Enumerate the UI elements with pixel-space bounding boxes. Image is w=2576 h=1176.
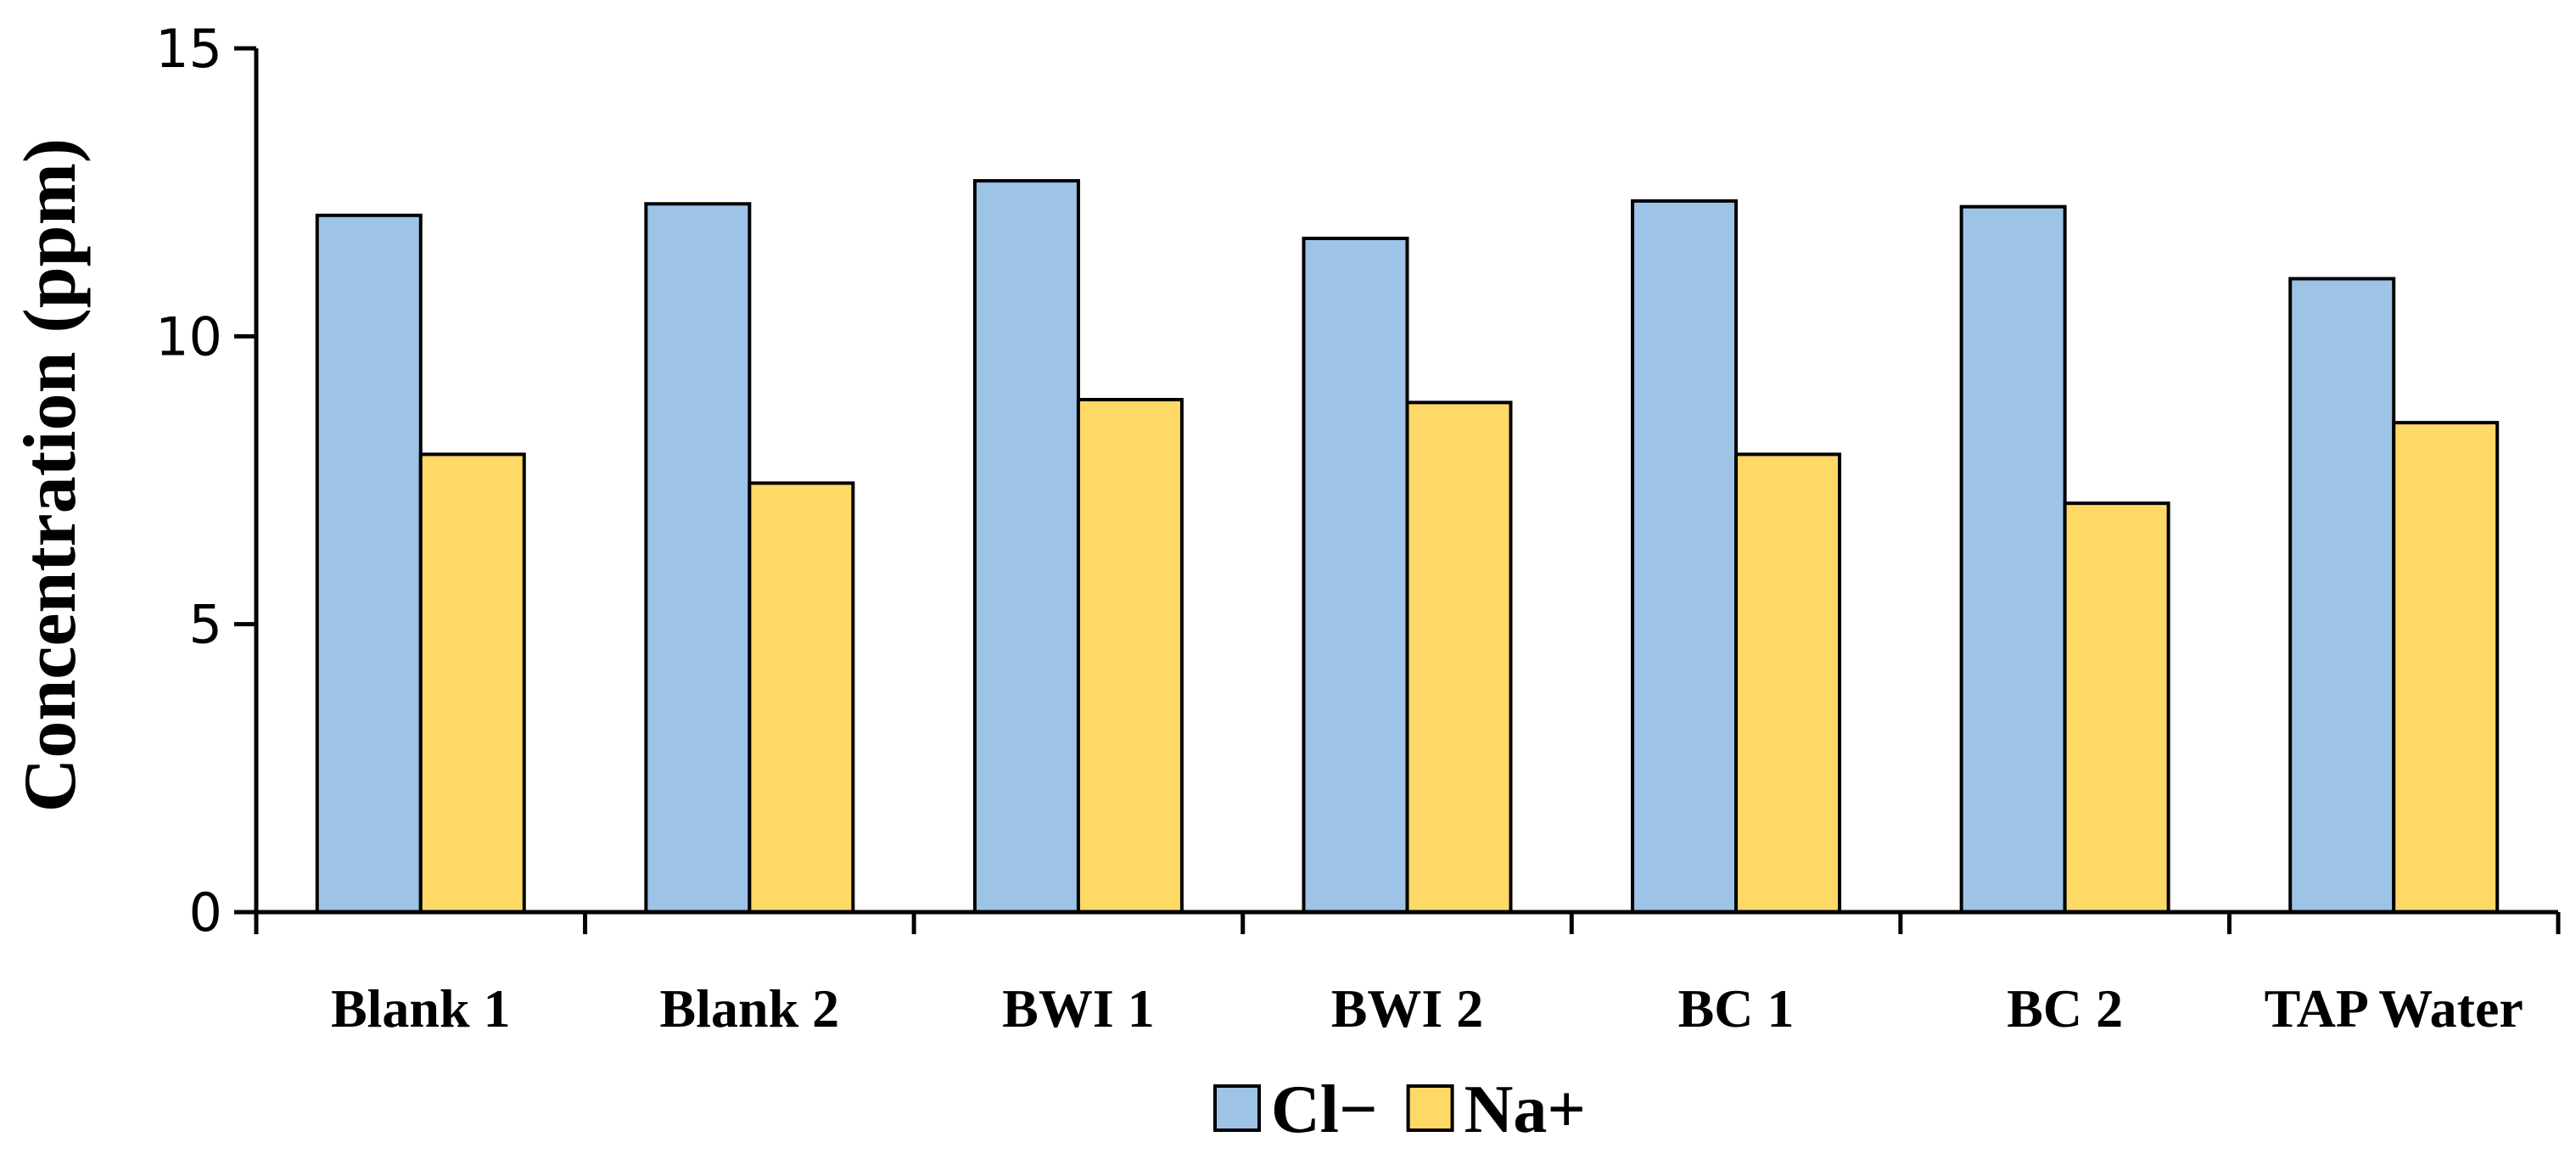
x-category-label: BC 2: [2007, 978, 2123, 1039]
y-axis-title: Concentration (ppm): [9, 138, 92, 812]
x-category-label: Blank 2: [660, 978, 840, 1039]
bar-na-blank-1: [418, 452, 526, 914]
legend-label-na: Na+: [1464, 1072, 1586, 1147]
x-category-label: BWI 1: [1002, 978, 1155, 1039]
y-tick-label: 10: [155, 305, 222, 367]
bars-layer: [315, 179, 2500, 915]
bar-cl-bwi-2: [1302, 236, 1409, 914]
bar-na-bwi-1: [1076, 397, 1184, 914]
bar-na-bwi-2: [1405, 400, 1513, 914]
bar-cl-bc-1: [1631, 199, 1739, 914]
legend-swatch-na: [1406, 1084, 1454, 1132]
bar-cl-blank-1: [315, 213, 423, 914]
tick-labels-layer: 0 5 10 15 Blank 1 Blank 2 BWI 1 BWI 2 BC 1 BC 2 TA…: [155, 18, 2523, 1039]
legend-label-cl: Cl−: [1271, 1072, 1378, 1147]
legend-swatch-cl: [1213, 1084, 1261, 1132]
x-category-label: BC 1: [1678, 978, 1795, 1039]
x-category-label: BWI 2: [1331, 978, 1484, 1039]
bar-cl-tap-water: [2288, 277, 2396, 914]
bar-cl-blank-2: [644, 202, 752, 915]
bar-na-bc-2: [2063, 501, 2170, 914]
bar-na-blank-2: [748, 481, 855, 914]
y-tick-label: 5: [189, 594, 222, 656]
x-category-label: Blank 1: [331, 978, 511, 1039]
x-category-label: TAP Water: [2265, 978, 2523, 1039]
bar-na-tap-water: [2392, 421, 2500, 914]
y-tick-label: 0: [189, 882, 222, 944]
axes-layer: [234, 46, 2561, 934]
bar-cl-bwi-1: [972, 179, 1080, 915]
bar-na-bc-1: [1734, 452, 1842, 914]
legend: Cl− Na+: [1213, 1072, 1586, 1147]
bar-cl-bc-2: [1959, 204, 2067, 914]
y-tick-label: 15: [155, 18, 222, 80]
